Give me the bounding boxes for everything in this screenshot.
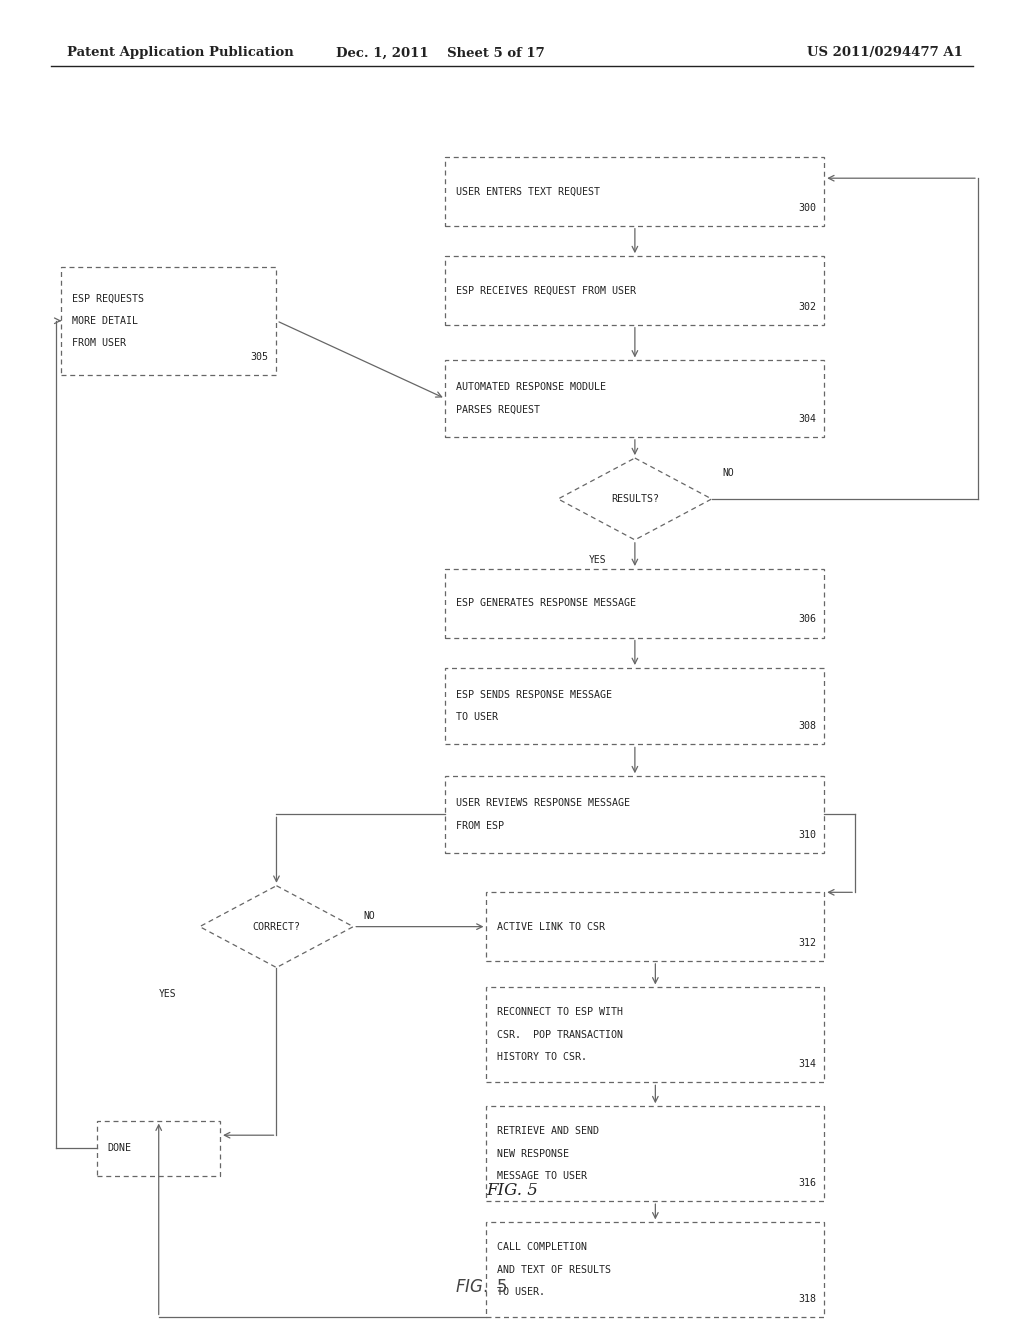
Text: MESSAGE TO USER: MESSAGE TO USER xyxy=(497,1171,587,1181)
Bar xyxy=(61,267,276,375)
Text: HISTORY TO CSR.: HISTORY TO CSR. xyxy=(497,1052,587,1063)
Bar xyxy=(445,256,824,325)
Bar xyxy=(486,1106,824,1201)
Text: RETRIEVE AND SEND: RETRIEVE AND SEND xyxy=(497,1126,599,1137)
Text: AND TEXT OF RESULTS: AND TEXT OF RESULTS xyxy=(497,1265,610,1275)
Text: USER REVIEWS RESPONSE MESSAGE: USER REVIEWS RESPONSE MESSAGE xyxy=(456,799,630,808)
Text: US 2011/0294477 A1: US 2011/0294477 A1 xyxy=(807,46,963,59)
Text: RESULTS?: RESULTS? xyxy=(611,494,658,504)
Text: Patent Application Publication: Patent Application Publication xyxy=(67,46,293,59)
Text: YES: YES xyxy=(159,989,176,999)
Bar xyxy=(486,892,824,961)
Text: FROM ESP: FROM ESP xyxy=(456,821,504,830)
Text: 308: 308 xyxy=(798,721,816,731)
Bar xyxy=(486,987,824,1082)
Text: CALL COMPLETION: CALL COMPLETION xyxy=(497,1242,587,1253)
Text: FIG. 5: FIG. 5 xyxy=(486,1183,538,1199)
Text: DONE: DONE xyxy=(108,1143,131,1154)
Text: MORE DETAIL: MORE DETAIL xyxy=(72,315,137,326)
Bar xyxy=(486,1222,824,1317)
Text: 310: 310 xyxy=(798,829,816,840)
Text: 312: 312 xyxy=(798,937,816,948)
Text: CSR.  POP TRANSACTION: CSR. POP TRANSACTION xyxy=(497,1030,623,1040)
Text: NEW RESPONSE: NEW RESPONSE xyxy=(497,1148,568,1159)
Bar xyxy=(445,668,824,744)
Text: TO USER: TO USER xyxy=(456,713,498,722)
Text: 318: 318 xyxy=(798,1294,816,1304)
Text: NO: NO xyxy=(364,911,375,921)
Text: CORRECT?: CORRECT? xyxy=(253,921,300,932)
Text: FROM USER: FROM USER xyxy=(72,338,126,348)
Text: 316: 316 xyxy=(798,1177,816,1188)
Bar xyxy=(97,1121,220,1176)
Text: 300: 300 xyxy=(798,202,816,213)
Text: ESP GENERATES RESPONSE MESSAGE: ESP GENERATES RESPONSE MESSAGE xyxy=(456,598,636,609)
Text: 304: 304 xyxy=(798,413,816,424)
Text: ESP SENDS RESPONSE MESSAGE: ESP SENDS RESPONSE MESSAGE xyxy=(456,690,611,700)
Text: RECONNECT TO ESP WITH: RECONNECT TO ESP WITH xyxy=(497,1007,623,1018)
Text: YES: YES xyxy=(589,554,606,565)
Bar xyxy=(445,360,824,437)
Bar xyxy=(445,569,824,638)
Bar xyxy=(445,157,824,226)
Text: 302: 302 xyxy=(798,301,816,312)
Text: ESP RECEIVES REQUEST FROM USER: ESP RECEIVES REQUEST FROM USER xyxy=(456,285,636,296)
Text: 306: 306 xyxy=(798,614,816,624)
Text: USER ENTERS TEXT REQUEST: USER ENTERS TEXT REQUEST xyxy=(456,186,600,197)
Text: 305: 305 xyxy=(250,351,268,362)
Text: $FIG.\ 5$: $FIG.\ 5$ xyxy=(455,1279,508,1295)
Bar xyxy=(445,776,824,853)
Text: ACTIVE LINK TO CSR: ACTIVE LINK TO CSR xyxy=(497,921,604,932)
Text: PARSES REQUEST: PARSES REQUEST xyxy=(456,405,540,414)
Text: ESP REQUESTS: ESP REQUESTS xyxy=(72,293,143,304)
Text: AUTOMATED RESPONSE MODULE: AUTOMATED RESPONSE MODULE xyxy=(456,383,605,392)
Text: 314: 314 xyxy=(798,1059,816,1069)
Text: NO: NO xyxy=(722,467,733,478)
Text: TO USER.: TO USER. xyxy=(497,1287,545,1298)
Text: Dec. 1, 2011    Sheet 5 of 17: Dec. 1, 2011 Sheet 5 of 17 xyxy=(336,46,545,59)
